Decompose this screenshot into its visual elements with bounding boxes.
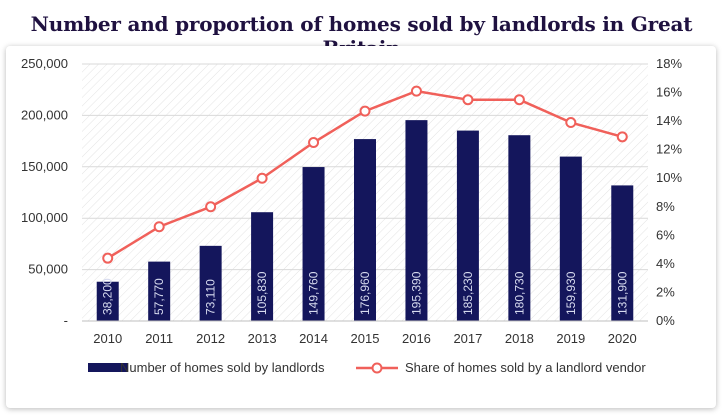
bar	[611, 185, 634, 321]
x-tick-label: 2011	[145, 331, 173, 346]
right-axis: 0% 2% 4% 6% 8% 10% 12% 14% 16% 18%	[656, 56, 682, 328]
share-marker	[102, 252, 114, 264]
share-marker	[359, 105, 371, 117]
left-tick-label: -	[64, 313, 68, 328]
share-marker	[513, 94, 525, 106]
right-tick-label: 18%	[656, 56, 682, 71]
x-tick-label: 2013	[248, 331, 277, 346]
share-marker	[256, 172, 268, 184]
bar-data-label: 180,730	[512, 271, 526, 315]
bar	[456, 130, 479, 321]
bar-data-label: 185,230	[461, 271, 475, 315]
right-tick-label: 10%	[656, 170, 682, 185]
left-tick-label: 50,000	[28, 262, 68, 277]
bar	[148, 261, 171, 321]
bar	[251, 212, 274, 321]
bar	[96, 281, 119, 321]
bar-data-label: 73,110	[204, 279, 218, 315]
x-tick-label: 2014	[299, 331, 328, 346]
right-tick-label: 8%	[656, 199, 675, 214]
left-tick-label: 150,000	[21, 159, 68, 174]
x-tick-label: 2018	[505, 331, 534, 346]
legend-bar-swatch	[88, 363, 128, 372]
left-tick-label: 250,000	[21, 56, 68, 71]
chart-panel: - 50,000 100,000 150,000 200,000 250,000 0% 2%…	[6, 46, 716, 408]
bar-labels: 38,200 57,770 73,110 105,830 149,760 176,960 1…	[101, 271, 630, 315]
x-tick-label: 2020	[608, 331, 637, 346]
right-tick-label: 14%	[656, 113, 682, 128]
bar	[508, 135, 531, 321]
x-tick-label: 2012	[196, 331, 225, 346]
bar-data-label: 149,760	[307, 271, 321, 315]
bar-data-label: 57,770	[152, 278, 166, 315]
x-tick-label: 2019	[556, 331, 585, 346]
share-marker	[616, 131, 628, 143]
left-tick-label: 100,000	[21, 210, 68, 225]
bar	[354, 139, 376, 321]
chart-svg: - 50,000 100,000 150,000 200,000 250,000 0% 2%…	[21, 56, 682, 375]
share-marker	[462, 94, 474, 106]
bar-series	[96, 120, 634, 322]
x-tick-label: 2017	[453, 331, 482, 346]
bar-data-label: 159,930	[564, 271, 578, 315]
bar-data-label: 176,960	[358, 271, 372, 315]
right-tick-label: 16%	[656, 85, 682, 100]
bar-data-label: 38,200	[101, 278, 115, 315]
bar-data-label: 195,390	[409, 271, 423, 315]
legend-line-label: Share of homes sold by a landlord vendor	[405, 360, 646, 375]
bar	[559, 156, 582, 321]
right-tick-label: 4%	[656, 256, 675, 271]
legend: Number of homes sold by landlords Share …	[88, 360, 646, 375]
x-tick-label: 2016	[402, 331, 431, 346]
x-tick-label: 2010	[93, 331, 122, 346]
left-axis: - 50,000 100,000 150,000 200,000 250,000	[21, 56, 68, 328]
bar	[302, 167, 325, 321]
x-tick-label: 2015	[351, 331, 380, 346]
line-series	[102, 85, 628, 264]
right-tick-label: 12%	[656, 142, 682, 157]
bar-data-label: 105,830	[255, 271, 269, 315]
bar-data-label: 131,900	[615, 271, 629, 315]
share-marker	[308, 137, 320, 149]
right-tick-label: 2%	[656, 284, 675, 299]
bar	[405, 120, 428, 322]
left-tick-label: 200,000	[21, 107, 68, 122]
x-axis: 2010 2011 2012 2013 2014 2015 2016 2017 2018 2019…	[82, 320, 648, 346]
share-marker	[205, 201, 217, 213]
share-marker	[410, 85, 422, 97]
right-tick-label: 0%	[656, 313, 675, 328]
legend-bar-label: Number of homes sold by landlords	[120, 360, 325, 375]
share-marker	[565, 117, 577, 129]
legend-line-marker	[371, 362, 383, 374]
share-marker	[153, 221, 165, 233]
right-tick-label: 6%	[656, 227, 675, 242]
bar	[199, 245, 222, 321]
